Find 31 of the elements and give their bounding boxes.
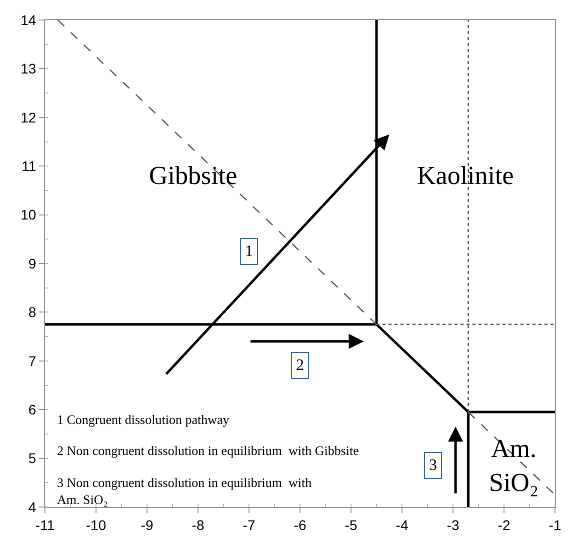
y-tick-label: 14 (20, 12, 36, 28)
annotation: 1 (245, 243, 253, 260)
x-tick-label: -1 (548, 516, 562, 533)
y-tick-label: 11 (22, 158, 36, 174)
annotation: 1 Congruent dissolution pathway (57, 412, 230, 427)
y-tick-label: 5 (28, 450, 36, 466)
y-tick-label: 13 (20, 60, 36, 77)
y-tick-label: 12 (20, 109, 36, 126)
y-tick-label: 7 (28, 352, 36, 369)
annotation: Gibbsite (149, 161, 238, 190)
x-tick-label: -7 (242, 516, 256, 533)
x-tick-label: -8 (192, 516, 204, 533)
y-tick-label: 10 (20, 206, 36, 223)
x-tick-label: -4 (396, 516, 408, 533)
x-tick-label: -11 (35, 516, 55, 533)
y-tick-label: 6 (28, 402, 36, 418)
annotation: 2 (296, 357, 304, 374)
x-tick-label: -9 (140, 516, 154, 533)
annotation: 2 Non congruent dissolution in equilibrium with Gibbsite (57, 443, 360, 458)
annotation: 3 (429, 457, 437, 474)
x-tick-label: -3 (446, 516, 460, 533)
y-tick-label: 8 (28, 304, 36, 320)
x-tick-label: -5 (344, 516, 358, 533)
annotation: Am. SiO₂ (489, 434, 539, 497)
x-tick-label: -2 (498, 516, 510, 533)
x-tick-label: -6 (294, 516, 306, 533)
annotation: 3 Non congruent dissolution in equilibrium with Am. SiO₂ (57, 475, 312, 507)
y-tick-label: 9 (28, 255, 36, 272)
annotation: Kaolinite (417, 161, 514, 190)
x-tick-label: -10 (86, 516, 106, 533)
y-tick-label: 4 (28, 498, 36, 515)
